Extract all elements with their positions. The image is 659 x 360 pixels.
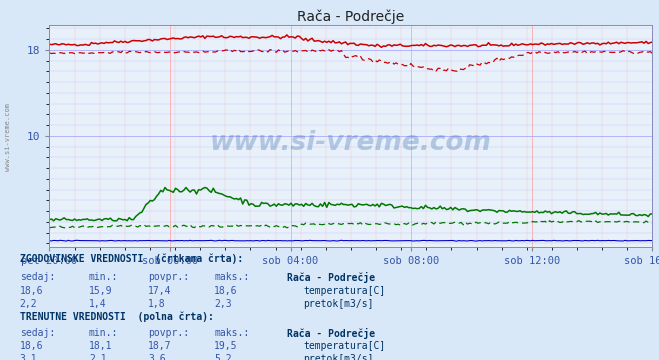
Text: ZGODOVINSKE VREDNOSTI  (črtkana črta):: ZGODOVINSKE VREDNOSTI (črtkana črta): [20,254,243,264]
Text: povpr.:: povpr.: [148,272,189,282]
Text: pretok[m3/s]: pretok[m3/s] [303,299,374,309]
Text: 18,6: 18,6 [20,341,43,351]
Text: min.:: min.: [89,328,119,338]
Text: 3,6: 3,6 [148,354,166,360]
Text: 5,2: 5,2 [214,354,232,360]
Title: Rača - Podrečje: Rača - Podrečje [297,9,405,24]
Text: www.si-vreme.com: www.si-vreme.com [5,103,11,171]
Text: pretok[m3/s]: pretok[m3/s] [303,354,374,360]
Text: temperatura[C]: temperatura[C] [303,286,386,296]
Text: 19,5: 19,5 [214,341,238,351]
Text: 2,1: 2,1 [89,354,107,360]
Text: 3,1: 3,1 [20,354,38,360]
Text: maks.:: maks.: [214,328,249,338]
Text: temperatura[C]: temperatura[C] [303,341,386,351]
Text: 1,8: 1,8 [148,299,166,309]
Text: sedaj:: sedaj: [20,272,55,282]
Text: 1,4: 1,4 [89,299,107,309]
Text: 17,4: 17,4 [148,286,172,296]
Text: 18,6: 18,6 [214,286,238,296]
Text: sedaj:: sedaj: [20,328,55,338]
Text: TRENUTNE VREDNOSTI  (polna črta):: TRENUTNE VREDNOSTI (polna črta): [20,311,214,322]
Text: 2,2: 2,2 [20,299,38,309]
Text: www.si-vreme.com: www.si-vreme.com [210,130,492,156]
Text: 18,6: 18,6 [20,286,43,296]
Text: 15,9: 15,9 [89,286,113,296]
Text: 2,3: 2,3 [214,299,232,309]
Text: min.:: min.: [89,272,119,282]
Text: 18,1: 18,1 [89,341,113,351]
Text: Rača - Podrečje: Rača - Podrečje [287,328,375,339]
Text: 18,7: 18,7 [148,341,172,351]
Text: povpr.:: povpr.: [148,328,189,338]
Text: maks.:: maks.: [214,272,249,282]
Text: Rača - Podrečje: Rača - Podrečje [287,272,375,283]
